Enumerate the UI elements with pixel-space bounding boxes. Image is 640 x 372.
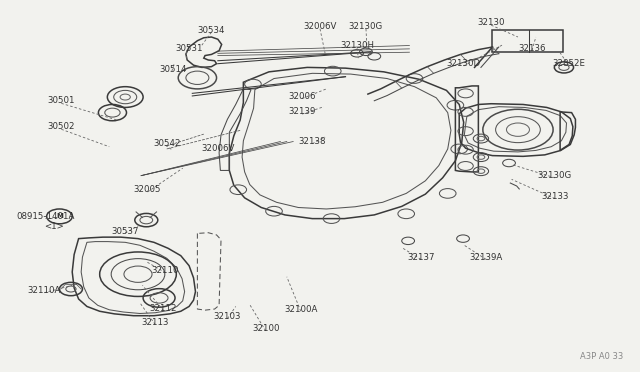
Text: 30501: 30501 [47,96,75,105]
Bar [492,30,563,52]
Text: 32136: 32136 [518,44,546,52]
Text: 08915-1401A: 08915-1401A [16,212,75,221]
Text: 32006: 32006 [289,92,316,101]
Text: 32005: 32005 [134,185,161,194]
Text: 32137: 32137 [407,253,435,262]
Text: 32139A: 32139A [469,253,502,262]
Text: 32130H: 32130H [340,41,374,51]
Text: 32103: 32103 [214,312,241,321]
Text: 30542: 30542 [153,139,180,148]
Text: 32100: 32100 [252,324,280,333]
Text: 32113: 32113 [141,318,169,327]
Text: 30534: 30534 [198,26,225,35]
Text: 32130: 32130 [477,19,505,28]
Text: 30537: 30537 [111,227,139,236]
Text: 30514: 30514 [159,65,187,74]
Text: 32112: 32112 [150,304,177,313]
Text: 32100A: 32100A [284,305,317,314]
Text: 32110A: 32110A [28,286,61,295]
Text: 32006V: 32006V [201,144,234,153]
Text: 32852E: 32852E [552,59,586,68]
Text: M: M [56,214,63,219]
Text: 32139: 32139 [289,108,316,116]
Text: 32006V: 32006V [303,22,337,31]
Text: 32130G: 32130G [538,171,572,180]
Text: 32110: 32110 [152,266,179,275]
Text: <1>: <1> [44,222,63,231]
Text: 30502: 30502 [47,122,75,131]
Text: 32133: 32133 [541,192,569,201]
Text: A3P A0 33: A3P A0 33 [580,352,623,361]
Text: 32138: 32138 [299,137,326,146]
Text: 30531: 30531 [175,44,203,53]
Text: 32130G: 32130G [349,22,383,31]
Text: 32130D: 32130D [447,59,481,68]
